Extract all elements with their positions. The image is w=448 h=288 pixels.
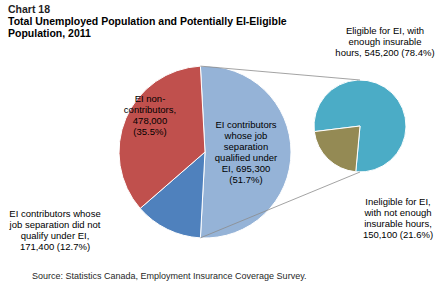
data-label-line: EI, 695,300 bbox=[222, 163, 271, 174]
data-label-line: insurable hours, bbox=[364, 218, 432, 229]
connectors bbox=[200, 66, 360, 238]
data-label: Ineligible for EI,with not enoughinsurab… bbox=[363, 196, 433, 240]
data-label: EI non-contributors,478,000(35.5%) bbox=[124, 93, 176, 137]
title: Chart 18 bbox=[8, 3, 50, 15]
subtitle-line: Total Unemployed Population and Potentia… bbox=[8, 15, 287, 27]
source-note: Source: Statistics Canada, Employment In… bbox=[32, 271, 306, 281]
data-label-line: EI contributors whose bbox=[9, 208, 100, 219]
data-label-line: Eligible for EI, with bbox=[346, 25, 424, 36]
data-label: EI contributorswhose jobseparationqualif… bbox=[215, 119, 277, 185]
pie-slice bbox=[119, 66, 205, 208]
data-label-line: enough insurable bbox=[349, 36, 422, 47]
pie-slice bbox=[200, 66, 291, 238]
data-label-line: with not enough bbox=[363, 207, 431, 218]
data-label-line: contributors, bbox=[124, 104, 176, 115]
pie-0 bbox=[119, 66, 291, 238]
data-label: Eligible for EI, withenough insurablehou… bbox=[335, 25, 434, 58]
data-label-line: qualify under EI, bbox=[21, 230, 90, 241]
data-label-line: whose job bbox=[224, 130, 268, 141]
subtitle: Total Unemployed Population and Potentia… bbox=[8, 15, 287, 39]
data-label-line: qualified under bbox=[215, 152, 277, 163]
pie-1 bbox=[314, 80, 406, 172]
data-label-line: EI contributors bbox=[215, 119, 276, 130]
connector-line bbox=[200, 66, 360, 80]
connector-line bbox=[200, 172, 360, 238]
pie-slice bbox=[314, 126, 360, 172]
data-label-line: Ineligible for EI, bbox=[365, 196, 430, 207]
data-label: EI contributors whosejob separation did … bbox=[9, 208, 101, 252]
data-label-line: job separation did not bbox=[9, 219, 101, 230]
data-labels: EI contributorswhose jobseparationqualif… bbox=[9, 25, 435, 252]
data-label-line: (35.5%) bbox=[133, 126, 166, 137]
data-label-line: 171,400 (12.7%) bbox=[20, 241, 90, 252]
data-label-line: 478,000 bbox=[133, 115, 167, 126]
data-label-line: EI non- bbox=[135, 93, 166, 104]
title-group: Chart 18Total Unemployed Population and … bbox=[8, 3, 287, 39]
data-label-line: hours, 545,200 (78.4%) bbox=[335, 47, 434, 58]
pie-slice bbox=[314, 80, 406, 172]
data-label-line: (51.7%) bbox=[229, 174, 262, 185]
subtitle-line: Population, 2011 bbox=[8, 27, 91, 39]
data-label-line: 150,100 (21.6%) bbox=[363, 229, 433, 240]
chart: Chart 18Total Unemployed Population and … bbox=[0, 0, 448, 288]
data-label-line: separation bbox=[224, 141, 268, 152]
